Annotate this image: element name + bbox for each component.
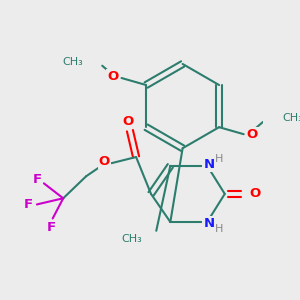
Text: O: O [99,155,110,168]
Text: O: O [249,188,260,200]
Text: N: N [203,158,214,170]
Text: N: N [203,217,214,230]
Text: H: H [215,154,224,164]
Text: O: O [247,128,258,141]
Text: O: O [123,116,134,128]
Text: H: H [215,224,224,234]
Text: F: F [23,198,33,211]
Text: F: F [46,221,56,234]
Text: O: O [107,70,118,83]
Text: CH₃: CH₃ [122,234,142,244]
Text: CH₃: CH₃ [62,57,83,67]
Text: CH₃: CH₃ [282,113,300,123]
Text: F: F [32,173,41,186]
